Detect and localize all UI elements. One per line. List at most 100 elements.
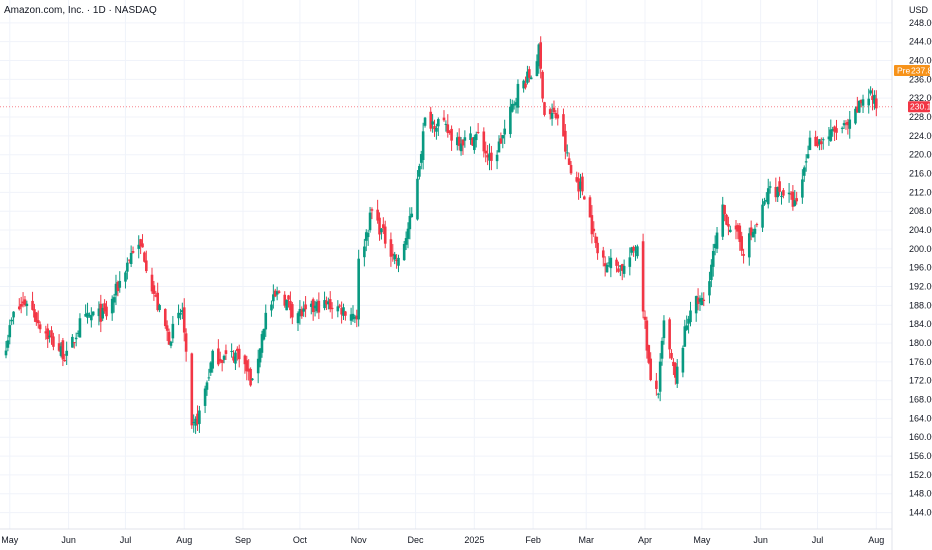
candle-body[interactable] [298,308,302,317]
candle-body[interactable] [583,196,586,200]
candle-body[interactable] [670,353,673,359]
candle-body[interactable] [112,297,116,303]
candle-body[interactable] [291,304,294,318]
candle-body[interactable] [10,319,13,322]
candle-body[interactable] [169,341,173,346]
candle-body[interactable] [36,320,40,324]
candle-body[interactable] [592,228,596,232]
candle-body[interactable] [806,154,810,159]
candle-body[interactable] [471,138,474,146]
candle-body[interactable] [842,123,846,126]
candle-body[interactable] [565,152,569,154]
candle-body[interactable] [315,301,319,312]
candle-body[interactable] [780,196,783,198]
candle-body[interactable] [630,247,634,253]
candle-body[interactable] [23,299,27,306]
candle-body[interactable] [224,350,228,354]
candle-body[interactable] [535,61,539,77]
candle-body[interactable] [19,304,23,307]
candle-body[interactable] [264,312,268,330]
candle-body[interactable] [389,239,393,257]
candle-body[interactable] [363,246,366,258]
candle-body[interactable] [609,257,613,269]
candle-body[interactable] [349,314,353,321]
candle-body[interactable] [35,312,38,323]
candle-body[interactable] [126,262,129,272]
candle-body[interactable] [510,103,514,112]
candle-body[interactable] [459,143,463,152]
candle-body[interactable] [528,69,531,78]
candle-body[interactable] [247,368,251,372]
candle-body[interactable] [482,131,486,152]
candle-body[interactable] [607,262,611,264]
candle-body[interactable] [114,283,118,296]
candle-body[interactable] [304,304,307,310]
candle-body[interactable] [232,356,235,361]
candle-body[interactable] [856,106,859,113]
candle-body[interactable] [541,71,544,99]
candle-body[interactable] [437,119,440,127]
candle-body[interactable] [484,150,488,154]
candle-body[interactable] [753,228,757,234]
candle-body[interactable] [634,251,637,253]
candle-body[interactable] [601,250,605,258]
candle-body[interactable] [344,311,347,316]
candle-body[interactable] [552,107,556,113]
candles[interactable] [4,36,878,434]
candle-body[interactable] [182,307,186,333]
candle-body[interactable] [867,98,871,106]
candle-body[interactable] [486,155,489,158]
candle-body[interactable] [285,299,288,311]
candle-body[interactable] [8,325,12,338]
candle-body[interactable] [562,114,565,137]
candle-body[interactable] [846,121,850,126]
candle-body[interactable] [522,80,525,89]
candle-body[interactable] [154,295,158,297]
candle-body[interactable] [220,359,224,363]
candle-body[interactable] [137,244,141,249]
candle-body[interactable] [256,358,260,374]
candle-body[interactable] [840,127,844,129]
candle-body[interactable] [397,257,400,266]
candle-body[interactable] [588,197,592,218]
candle-body[interactable] [158,305,161,311]
candle-body[interactable] [296,313,300,324]
candle-body[interactable] [317,300,321,313]
candle-body[interactable] [567,158,571,165]
candle-body[interactable] [383,226,387,244]
candle-body[interactable] [313,305,317,309]
candle-body[interactable] [615,259,618,266]
candle-body[interactable] [660,340,664,359]
candle-body[interactable] [554,112,558,119]
candle-body[interactable] [848,119,852,129]
candle-body[interactable] [831,129,835,131]
candle-body[interactable] [579,181,582,190]
candle-body[interactable] [435,127,438,132]
candle-body[interactable] [101,307,105,319]
candle-body[interactable] [791,191,795,207]
candle-body[interactable] [355,315,359,320]
candle-body[interactable] [490,152,493,161]
candle-body[interactable] [167,331,171,345]
candle-body[interactable] [603,263,607,267]
candle-body[interactable] [696,297,700,304]
candle-body[interactable] [236,348,239,352]
candle-body[interactable] [124,272,127,282]
candle-body[interactable] [234,352,237,364]
candle-body[interactable] [245,360,249,372]
candle-body[interactable] [378,217,381,235]
candle-body[interactable] [184,333,188,352]
candle-body[interactable] [529,77,533,80]
candle-body[interactable] [827,136,831,140]
candle-body[interactable] [711,250,715,267]
candle-body[interactable] [91,311,95,316]
candle-body[interactable] [61,340,65,360]
candle-body[interactable] [776,187,780,198]
candle-body[interactable] [325,300,328,305]
candle-body[interactable] [617,268,620,272]
candle-body[interactable] [495,154,499,162]
candle-body[interactable] [685,325,689,330]
candle-body[interactable] [747,233,751,258]
candle-body[interactable] [795,198,798,202]
